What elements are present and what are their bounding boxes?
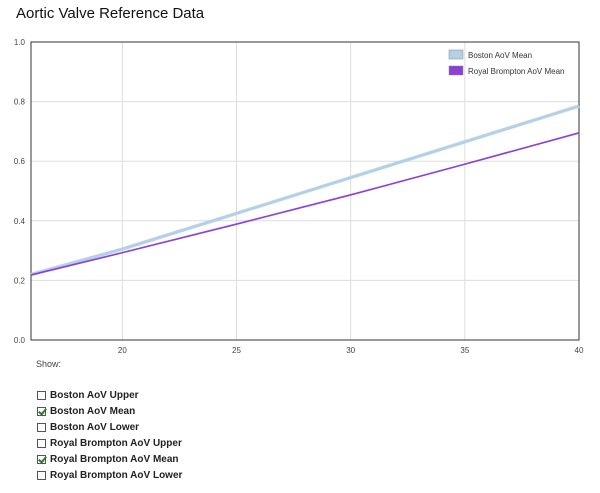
x-tick-label: 35 xyxy=(460,346,469,355)
toggle-label: Boston AoV Lower xyxy=(50,421,140,433)
toggle-label: Royal Brompton AoV Upper xyxy=(50,437,182,449)
y-tick-label: 0.6 xyxy=(14,157,26,166)
checkbox-icon[interactable] xyxy=(37,470,46,480)
toggle-boston-lower[interactable]: Boston AoV Lower xyxy=(37,419,182,435)
legend-label[interactable]: Royal Brompton AoV Mean xyxy=(468,67,565,76)
toggle-label: Royal Brompton AoV Lower xyxy=(50,469,183,481)
x-tick-label: 25 xyxy=(232,346,241,355)
legend-swatch xyxy=(448,65,464,76)
y-tick-label: 1.0 xyxy=(14,38,26,47)
plot-frame xyxy=(30,41,580,341)
toggle-royal-brompton-upper[interactable]: Royal Brompton AoV Upper xyxy=(37,435,182,451)
y-tick-label: 0.4 xyxy=(14,217,26,226)
toggle-label: Royal Brompton AoV Mean xyxy=(50,453,179,465)
legend-label[interactable]: Boston AoV Mean xyxy=(468,51,532,60)
x-tick-label: 20 xyxy=(118,346,127,355)
show-label: Show: xyxy=(36,359,62,369)
x-tick-label: 40 xyxy=(575,346,584,355)
toggle-royal-brompton-lower[interactable]: Royal Brompton AoV Lower xyxy=(37,467,182,483)
y-tick-label: 0.8 xyxy=(14,98,26,107)
x-axis-ticks: 20 25 30 35 40 xyxy=(118,346,584,355)
x-tick-label: 30 xyxy=(346,346,355,355)
legend-swatch xyxy=(448,49,464,60)
series-line-1 xyxy=(30,132,580,276)
legend[interactable]: Boston AoV Mean Royal Brompton AoV Mean xyxy=(448,49,565,76)
toggle-label: Boston AoV Upper xyxy=(50,389,139,401)
series-toggle-list: Boston AoV Upper Boston AoV Mean Boston … xyxy=(37,387,182,483)
page-title: Aortic Valve Reference Data xyxy=(16,5,205,22)
series-lines xyxy=(30,104,580,277)
toggle-royal-brompton-mean[interactable]: Royal Brompton AoV Mean xyxy=(37,451,182,467)
checkbox-icon[interactable] xyxy=(37,422,46,432)
checkbox-icon[interactable] xyxy=(37,438,46,448)
y-tick-label: 0.2 xyxy=(14,276,26,285)
series-line-0 xyxy=(30,104,580,276)
line-chart: 0.0 0.2 0.4 0.6 0.8 1.0 20 25 30 35 40 Boston AoV… xyxy=(14,38,584,355)
checkbox-icon[interactable] xyxy=(37,454,46,464)
toggle-boston-mean[interactable]: Boston AoV Mean xyxy=(37,403,182,419)
toggle-boston-upper[interactable]: Boston AoV Upper xyxy=(37,387,182,403)
checkbox-icon[interactable] xyxy=(37,406,46,416)
y-tick-label: 0.0 xyxy=(14,336,26,345)
y-axis-ticks: 0.0 0.2 0.4 0.6 0.8 1.0 xyxy=(14,38,26,345)
toggle-label: Boston AoV Mean xyxy=(50,405,136,417)
checkbox-icon[interactable] xyxy=(37,390,46,400)
